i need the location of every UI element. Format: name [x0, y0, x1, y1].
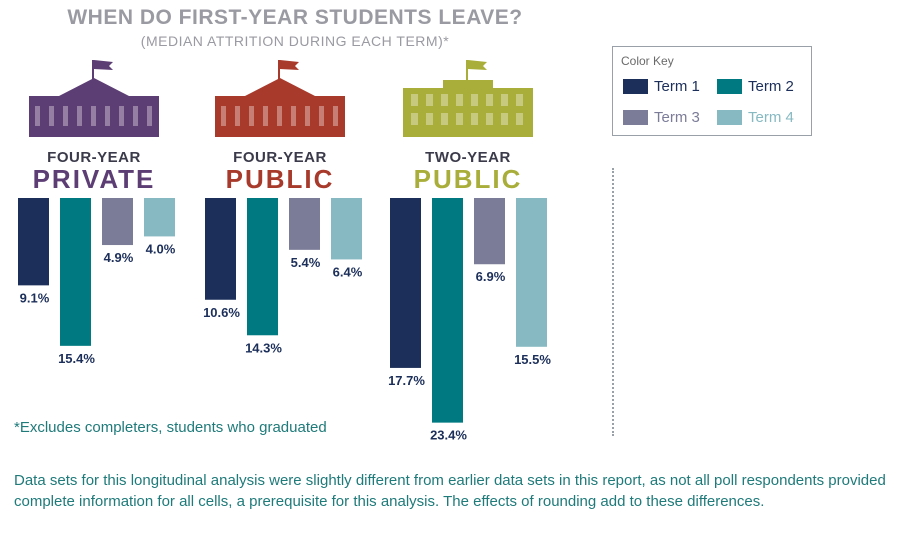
- legend-item-term-1: Term 1: [623, 77, 700, 95]
- bar-four-year-public-term-4: [331, 198, 362, 260]
- data-label-two-year-public-term-2: 23.4%: [430, 428, 467, 443]
- bar-four-year-private-term-3: [102, 198, 133, 246]
- bar-four-year-public-term-1: [205, 198, 236, 300]
- legend-item-term-2: Term 2: [717, 77, 794, 95]
- group-label-line2-four-year-private: PRIVATE: [33, 164, 156, 194]
- legend-label-term-3: Term 3: [654, 108, 700, 126]
- data-label-four-year-public-term-2: 14.3%: [245, 340, 282, 355]
- chart-title: WHEN DO FIRST-YEAR STUDENTS LEAVE?: [67, 6, 523, 29]
- group-label-line1-two-year-public: TWO-YEAR: [425, 149, 511, 166]
- bar-two-year-public-term-4: [516, 198, 547, 347]
- building-icon-four-year-public: [215, 60, 345, 137]
- data-label-four-year-private-term-4: 4.0%: [146, 241, 176, 256]
- data-label-four-year-private-term-2: 15.4%: [58, 351, 95, 366]
- data-label-four-year-public-term-4: 6.4%: [333, 264, 363, 279]
- legend-swatch-term-2: [717, 78, 742, 94]
- data-label-four-year-public-term-3: 5.4%: [291, 255, 321, 270]
- legend-label-term-2: Term 2: [748, 77, 794, 95]
- bar-four-year-private-term-4: [144, 198, 175, 237]
- attrition-bar-chart: FOUR-YEARPRIVATE9.1%15.4%4.9%4.0%FOUR-YE…: [18, 60, 551, 443]
- data-label-four-year-private-term-3: 4.9%: [104, 250, 134, 265]
- color-key-legend: Color Key Term 1 Term 2 Term 3 Term 4: [612, 46, 812, 136]
- building-icon-four-year-private: [29, 60, 159, 137]
- legend-item-term-3: Term 3: [623, 108, 700, 126]
- data-label-two-year-public-term-4: 15.5%: [514, 352, 551, 367]
- bar-four-year-private-term-1: [18, 198, 49, 286]
- footnote: *Excludes completers, students who gradu…: [14, 419, 327, 436]
- group-label-line2-two-year-public: PUBLIC: [414, 164, 523, 194]
- legend-title: Color Key: [621, 54, 674, 68]
- legend-swatch-term-1: [623, 78, 648, 94]
- legend-label-term-4: Term 4: [748, 108, 794, 126]
- bar-four-year-public-term-2: [247, 198, 278, 336]
- bar-two-year-public-term-2: [432, 198, 463, 423]
- chart-subtitle: (MEDIAN ATTRITION DURING EACH TERM)*: [140, 33, 450, 49]
- bar-two-year-public-term-1: [390, 198, 421, 368]
- bar-four-year-public-term-3: [289, 198, 320, 250]
- group-label-line1-four-year-private: FOUR-YEAR: [47, 149, 141, 166]
- legend-swatch-term-3: [623, 109, 648, 125]
- legend-item-term-4: Term 4: [717, 108, 794, 126]
- data-label-two-year-public-term-3: 6.9%: [476, 269, 506, 284]
- legend-label-term-1: Term 1: [654, 77, 700, 95]
- divider-dotted-line: [612, 168, 614, 436]
- data-label-two-year-public-term-1: 17.7%: [388, 373, 425, 388]
- legend-swatch-term-4: [717, 109, 742, 125]
- bar-four-year-private-term-2: [60, 198, 91, 346]
- building-icon-two-year-public: [403, 60, 533, 137]
- data-label-four-year-public-term-1: 10.6%: [203, 305, 240, 320]
- group-label-line2-four-year-public: PUBLIC: [226, 164, 335, 194]
- data-label-four-year-private-term-1: 9.1%: [20, 290, 50, 305]
- group-label-line1-four-year-public: FOUR-YEAR: [233, 149, 327, 166]
- data-note: Data sets for this longitudinal analysis…: [14, 472, 886, 510]
- bar-two-year-public-term-3: [474, 198, 505, 265]
